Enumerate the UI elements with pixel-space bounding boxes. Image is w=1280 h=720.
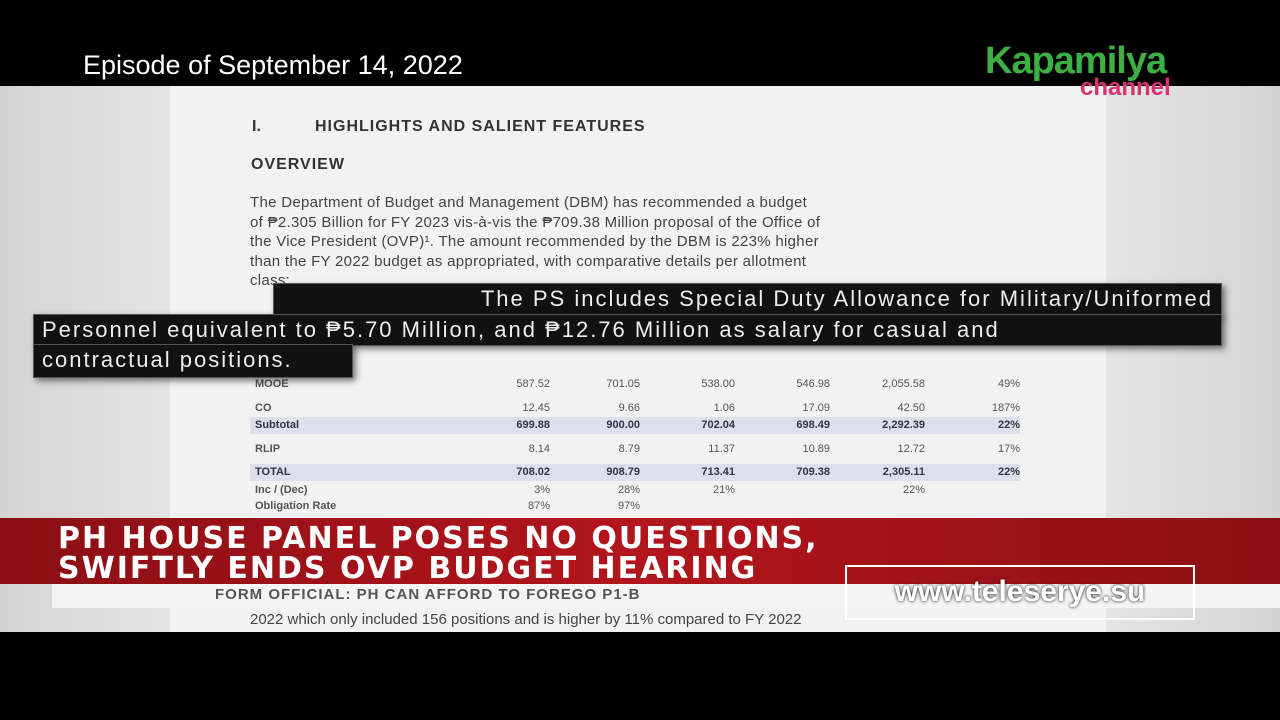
paragraph-line: of ₱2.305 Billion for FY 2023 vis-à-vis … [250, 213, 821, 231]
table-cell: 699.88 [516, 419, 550, 431]
caption-line: contractual positions. [33, 344, 353, 378]
table-cell: 709.38 [796, 466, 830, 478]
table-cell: 701.05 [606, 378, 640, 390]
table-cell: 11.37 [708, 443, 735, 455]
logo-top: Kapamilya [985, 40, 1167, 82]
table-cell: 17% [997, 443, 1020, 455]
table-cell: 22% [902, 484, 925, 496]
table-row-band [250, 417, 1020, 434]
table-cell: 546.98 [796, 378, 830, 390]
watermark: www.teleserye.su [845, 565, 1195, 620]
caption-line: Personnel equivalent to ₱5.70 Million, a… [33, 314, 1222, 346]
table-cell: 28% [617, 484, 640, 496]
paragraph-line: the Vice President (OVP)¹. The amount re… [250, 233, 819, 250]
headline-band [0, 518, 1280, 584]
table-cell: 17.09 [802, 402, 830, 414]
logo-bottom: channel [1080, 74, 1171, 101]
table-cell: 187% [991, 402, 1020, 414]
table-cell: 9.66 [618, 402, 640, 414]
table-cell: 908.79 [606, 466, 640, 478]
table-cell: 2,292.39 [882, 419, 925, 431]
section-number: I. [252, 118, 261, 135]
table-cell: 587.52 [516, 378, 550, 390]
footer-text: 2022 which only included 156 positions a… [250, 611, 802, 628]
table-row-label: RLIP [255, 443, 281, 455]
table-cell: 97% [617, 500, 640, 512]
table-cell: 87% [527, 500, 550, 512]
table-cell: 21% [712, 484, 735, 496]
table-cell: 3% [534, 484, 550, 496]
paragraph-line: The Department of Budget and Management … [250, 194, 808, 211]
headline-line: PH HOUSE PANEL POSES NO QUESTIONS, [58, 521, 819, 556]
table-row-label: CO [255, 402, 272, 414]
table-cell: 42.50 [897, 402, 925, 414]
table-row-label: Obligation Rate [255, 500, 337, 512]
table-cell: 8.14 [528, 443, 550, 455]
headline-line: SWIFTLY ENDS OVP BUDGET HEARING [58, 551, 758, 586]
table-cell: 8.79 [618, 443, 640, 455]
table-cell: 49% [997, 378, 1020, 390]
table-row-label: TOTAL [255, 466, 291, 478]
table-cell: 538.00 [701, 378, 735, 390]
caption-line: The PS includes Special Duty Allowance f… [273, 283, 1222, 316]
ticker-text: FORM OFFICIAL: PH CAN AFFORD TO FOREGO P… [215, 586, 641, 603]
table-cell: 10.89 [802, 443, 830, 455]
ticker-band [52, 584, 1280, 608]
episode-label: Episode of September 14, 2022 [83, 50, 463, 80]
table-cell: 698.49 [796, 419, 830, 431]
table-cell: 12.72 [897, 443, 925, 455]
table-cell: 22% [997, 419, 1020, 431]
table-row-label: Inc / (Dec) [255, 484, 308, 496]
table-row-label: MOOE [255, 378, 289, 390]
table-row-label: Subtotal [255, 419, 299, 431]
table-cell: 2,055.58 [882, 378, 925, 390]
overview-title: OVERVIEW [251, 156, 345, 173]
table-cell: 2,305.11 [882, 466, 925, 478]
table-cell: 22% [997, 466, 1020, 478]
table-cell: 900.00 [606, 419, 640, 431]
table-cell: 702.04 [701, 419, 735, 431]
table-cell: 12.45 [522, 402, 550, 414]
table-cell: 713.41 [701, 466, 735, 478]
section-title: HIGHLIGHTS AND SALIENT FEATURES [315, 118, 646, 135]
table-cell: 708.02 [516, 466, 550, 478]
paragraph-line: than the FY 2022 budget as appropriated,… [250, 252, 807, 270]
table-cell: 1.06 [713, 402, 735, 414]
table-row-band [250, 464, 1020, 481]
